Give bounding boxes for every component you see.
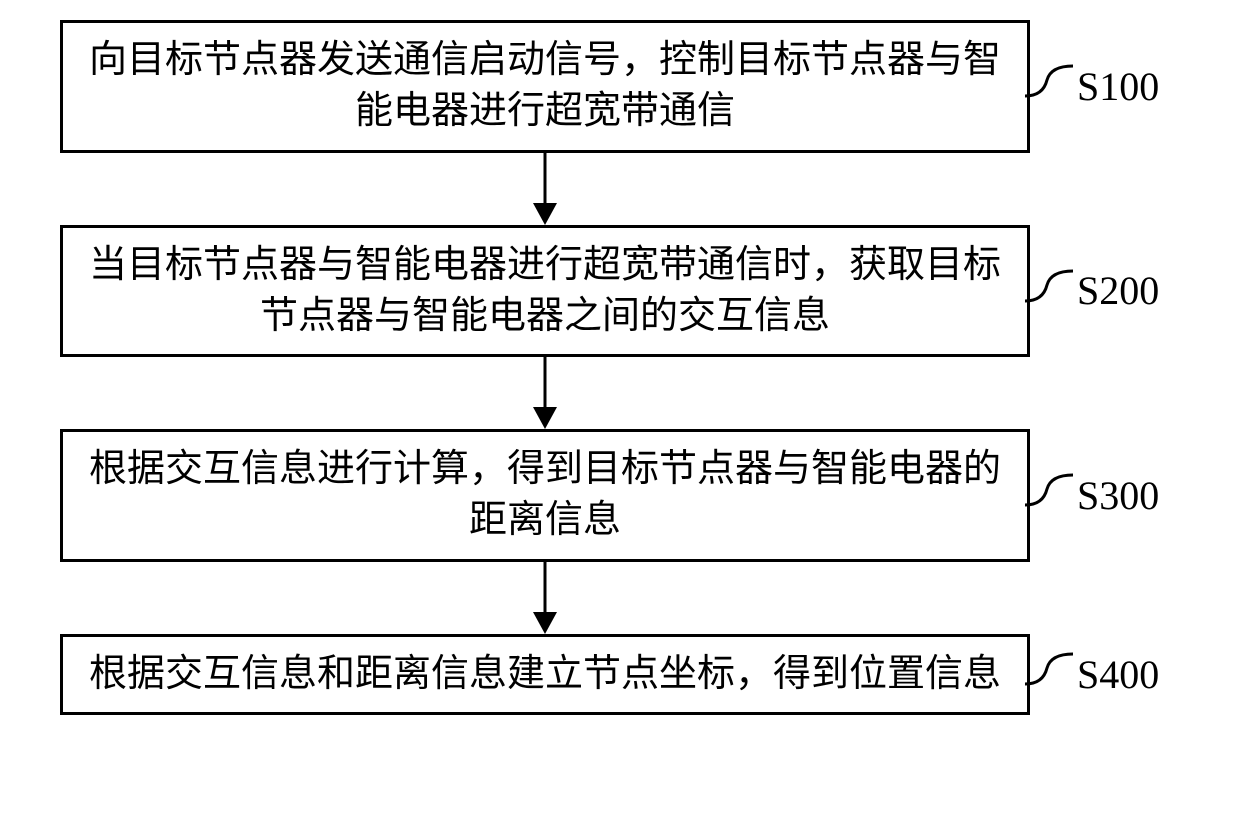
step-label-wrap: S200 <box>1025 261 1159 321</box>
step-box-s300: 根据交互信息进行计算，得到目标节点器与智能电器的距离信息 <box>60 429 1030 562</box>
flowchart-container: 向目标节点器发送通信启动信号，控制目标节点器与智能电器进行超宽带通信 S100 … <box>60 20 1180 715</box>
step-label-wrap: S100 <box>1025 56 1159 116</box>
step-box-s200: 当目标节点器与智能电器进行超宽带通信时，获取目标节点器与智能电器之间的交互信息 <box>60 225 1030 358</box>
down-arrow-icon <box>525 153 565 225</box>
step-label-s300: S300 <box>1077 472 1159 519</box>
step-box-s400: 根据交互信息和距离信息建立节点坐标，得到位置信息 <box>60 634 1030 715</box>
step-text: 当目标节点器与智能电器进行超宽带通信时，获取目标节点器与智能电器之间的交互信息 <box>89 244 1001 337</box>
step-box-s100: 向目标节点器发送通信启动信号，控制目标节点器与智能电器进行超宽带通信 <box>60 20 1030 153</box>
step-label-s200: S200 <box>1077 267 1159 314</box>
arrow-wrap <box>60 153 1030 225</box>
step-text: 根据交互信息和距离信息建立节点坐标，得到位置信息 <box>89 653 1001 695</box>
connector-curve-icon <box>1025 261 1075 321</box>
down-arrow-icon <box>525 357 565 429</box>
step-row: 当目标节点器与智能电器进行超宽带通信时，获取目标节点器与智能电器之间的交互信息 … <box>60 225 1180 358</box>
down-arrow-icon <box>525 562 565 634</box>
step-label-wrap: S300 <box>1025 465 1159 525</box>
arrow-wrap <box>60 357 1030 429</box>
arrow-wrap <box>60 562 1030 634</box>
connector-curve-icon <box>1025 644 1075 704</box>
step-label-wrap: S400 <box>1025 644 1159 704</box>
step-row: 根据交互信息和距离信息建立节点坐标，得到位置信息 S400 <box>60 634 1180 715</box>
step-text: 根据交互信息进行计算，得到目标节点器与智能电器的距离信息 <box>89 448 1001 541</box>
step-text: 向目标节点器发送通信启动信号，控制目标节点器与智能电器进行超宽带通信 <box>89 39 1001 132</box>
step-row: 根据交互信息进行计算，得到目标节点器与智能电器的距离信息 S300 <box>60 429 1180 562</box>
step-label-s400: S400 <box>1077 651 1159 698</box>
connector-curve-icon <box>1025 56 1075 116</box>
step-row: 向目标节点器发送通信启动信号，控制目标节点器与智能电器进行超宽带通信 S100 <box>60 20 1180 153</box>
connector-curve-icon <box>1025 465 1075 525</box>
step-label-s100: S100 <box>1077 63 1159 110</box>
